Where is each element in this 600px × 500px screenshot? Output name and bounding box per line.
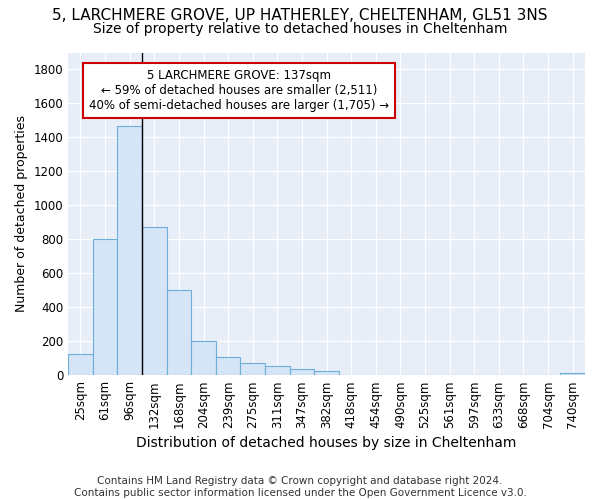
Bar xyxy=(560,373,585,376)
Bar xyxy=(191,342,216,376)
Text: Size of property relative to detached houses in Cheltenham: Size of property relative to detached ho… xyxy=(93,22,507,36)
Bar xyxy=(142,226,167,376)
Bar xyxy=(216,356,241,376)
Bar xyxy=(167,290,191,376)
Bar xyxy=(118,126,142,376)
Text: 5 LARCHMERE GROVE: 137sqm
← 59% of detached houses are smaller (2,511)
40% of se: 5 LARCHMERE GROVE: 137sqm ← 59% of detac… xyxy=(89,68,389,112)
Text: 5, LARCHMERE GROVE, UP HATHERLEY, CHELTENHAM, GL51 3NS: 5, LARCHMERE GROVE, UP HATHERLEY, CHELTE… xyxy=(52,8,548,22)
X-axis label: Distribution of detached houses by size in Cheltenham: Distribution of detached houses by size … xyxy=(136,436,517,450)
Bar xyxy=(93,240,118,376)
Y-axis label: Number of detached properties: Number of detached properties xyxy=(15,116,28,312)
Bar xyxy=(265,366,290,376)
Bar xyxy=(290,370,314,376)
Bar xyxy=(68,354,93,376)
Text: Contains HM Land Registry data © Crown copyright and database right 2024.
Contai: Contains HM Land Registry data © Crown c… xyxy=(74,476,526,498)
Bar xyxy=(314,371,339,376)
Bar xyxy=(241,364,265,376)
